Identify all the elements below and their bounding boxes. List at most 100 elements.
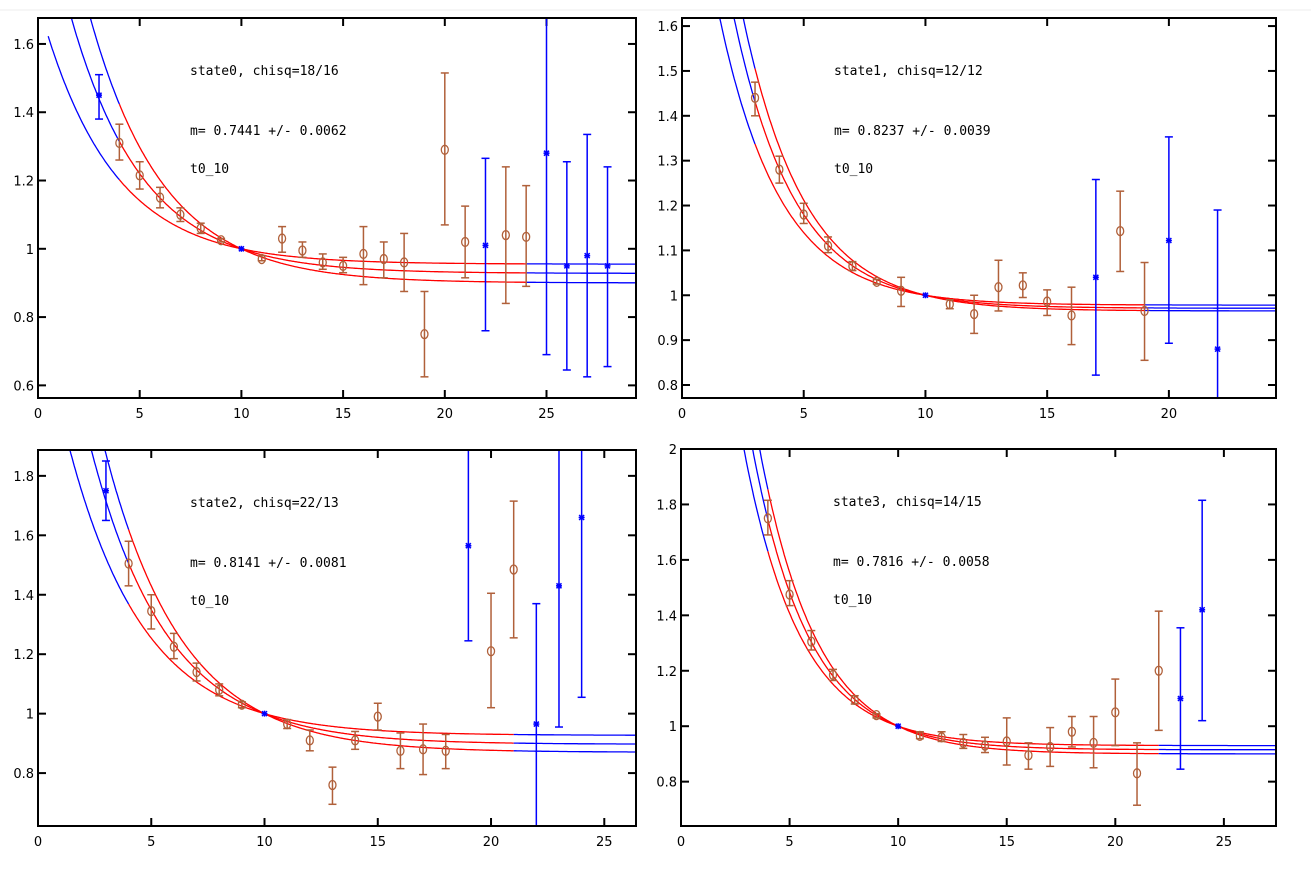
fit-data-point	[283, 718, 292, 730]
y-tick-label: 0.9	[657, 334, 678, 349]
fit-curve-fit-range	[767, 489, 1159, 755]
fit-data-point	[969, 308, 979, 320]
fit-data-point	[305, 735, 314, 746]
fit-curve-outside-range	[719, 18, 756, 145]
y-tick-label: 1	[26, 708, 34, 723]
fit-data-point	[318, 257, 327, 268]
fit-label: state3, chisq=14/15	[833, 495, 982, 510]
x-tick-label: 15	[1039, 407, 1056, 422]
x-tick-label: 20	[1161, 407, 1178, 422]
fit-data-point	[750, 92, 760, 104]
fit-data-point	[1002, 736, 1011, 747]
excluded-data-point	[482, 242, 489, 249]
fit-data-point	[980, 740, 990, 751]
fit-data-point	[176, 209, 185, 220]
excluded-data-point	[563, 262, 570, 269]
fit-data-point	[216, 235, 226, 246]
y-tick-label: 1.6	[13, 529, 34, 544]
plot-frame	[680, 448, 1277, 827]
y-tick-label: 0.8	[13, 767, 34, 782]
fit-data-point	[396, 745, 405, 756]
panel-3: 0 5 10 15 20 25 0.8 1 1.2 1.4 1.6 1.8 2 state3, chisq…	[656, 443, 1277, 850]
excluded-data-point	[95, 92, 103, 99]
x-tick-label: 10	[890, 835, 907, 850]
y-tick-label: 1.4	[656, 609, 677, 624]
fit-data-point	[850, 694, 859, 706]
y-tick-label: 1.6	[657, 20, 678, 35]
fit-data-point	[501, 229, 510, 241]
fit-data-point	[1067, 310, 1076, 321]
x-tick-label: 5	[147, 835, 155, 850]
y-tick-label: 1	[26, 243, 34, 258]
fit-curve-fit-range	[127, 563, 514, 744]
fit-data-point	[915, 730, 925, 742]
fit-label: state0, chisq=18/16	[190, 64, 339, 79]
y-tick-label: 1.6	[656, 554, 677, 569]
y-tick-label: 1.2	[657, 200, 678, 215]
fit-data-point	[807, 636, 816, 647]
mass-label: m= 0.8237 +/- 0.0039	[834, 124, 991, 139]
excluded-data-point	[1214, 346, 1221, 353]
y-tick-label: 0.8	[657, 379, 678, 394]
x-tick-label: 20	[437, 407, 454, 422]
fit-data-point	[441, 745, 450, 756]
fit-data-point	[373, 711, 382, 722]
excluded-data-point	[533, 721, 540, 728]
fit-data-point	[379, 253, 388, 265]
excluded-data-point	[102, 487, 109, 494]
fit-curve-outside-range	[513, 750, 636, 753]
fit-data-point	[828, 669, 838, 681]
plot-frame	[681, 17, 1277, 399]
x-tick-label: 5	[785, 835, 793, 850]
fit-data-point	[1140, 305, 1149, 317]
fit-data-point	[799, 209, 808, 220]
x-tick-label: 0	[34, 407, 42, 422]
x-tick-label: 5	[800, 407, 808, 422]
fit-data-point	[418, 744, 428, 755]
fit-curve-outside-range	[752, 449, 769, 520]
y-tick-label: 1.2	[13, 648, 34, 663]
y-tick-label: 0.8	[656, 776, 677, 791]
fit-curve-outside-range	[733, 18, 756, 102]
x-tick-label: 15	[335, 407, 352, 422]
y-tick-label: 1.2	[656, 665, 677, 680]
y-tick-label: 1.2	[13, 175, 34, 190]
fit-data-point	[896, 285, 906, 296]
fit-data-point	[509, 564, 518, 575]
fit-curve-fit-range	[118, 103, 527, 283]
y-tick-label: 2	[669, 443, 677, 458]
fit-data-point	[298, 245, 307, 256]
excluded-data-point	[1165, 237, 1172, 244]
x-tick-label: 10	[256, 835, 273, 850]
y-tick-label: 1.4	[13, 106, 34, 121]
fit-curve-outside-range	[70, 18, 120, 142]
fit-data-point	[848, 260, 857, 272]
fit-data-point	[994, 282, 1003, 293]
excluded-data-point	[922, 292, 929, 299]
fit-data-point	[115, 137, 124, 149]
plot-area	[69, 450, 636, 826]
fit-curve-outside-range	[513, 733, 636, 736]
fit-data-point	[1043, 296, 1052, 307]
y-tick-label: 1.3	[657, 155, 678, 170]
fit-data-point	[420, 329, 429, 340]
panel-1: 0 5 10 15 20 0.8 0.9 1 1.1 1.2 1.3 1.4 1.5 1.6 state1,…	[657, 17, 1277, 422]
fit-data-point	[440, 144, 449, 155]
fit-label: state1, chisq=12/12	[834, 64, 983, 79]
fit-data-point	[1067, 726, 1077, 737]
t0-label: t0_10	[834, 162, 873, 177]
fit-data-point	[1154, 665, 1163, 676]
fit-curve-outside-range	[69, 450, 130, 605]
y-tick-label: 1.6	[13, 38, 34, 53]
fit-curve-fit-range	[767, 551, 1159, 747]
fit-data-point	[1111, 707, 1120, 718]
y-tick-label: 1	[669, 720, 677, 735]
fit-curve-outside-range	[526, 281, 636, 284]
fit-data-point	[277, 233, 287, 244]
fit-data-point	[359, 248, 368, 260]
x-tick-label: 20	[1107, 835, 1124, 850]
panel-0: 0 5 10 15 20 25 0.6 0.8 1 1.2 1.4 1.6 state0, chisq=…	[13, 17, 637, 422]
x-tick-label: 15	[998, 835, 1015, 850]
fit-curve-outside-range	[89, 18, 120, 105]
fit-data-point	[147, 605, 156, 617]
